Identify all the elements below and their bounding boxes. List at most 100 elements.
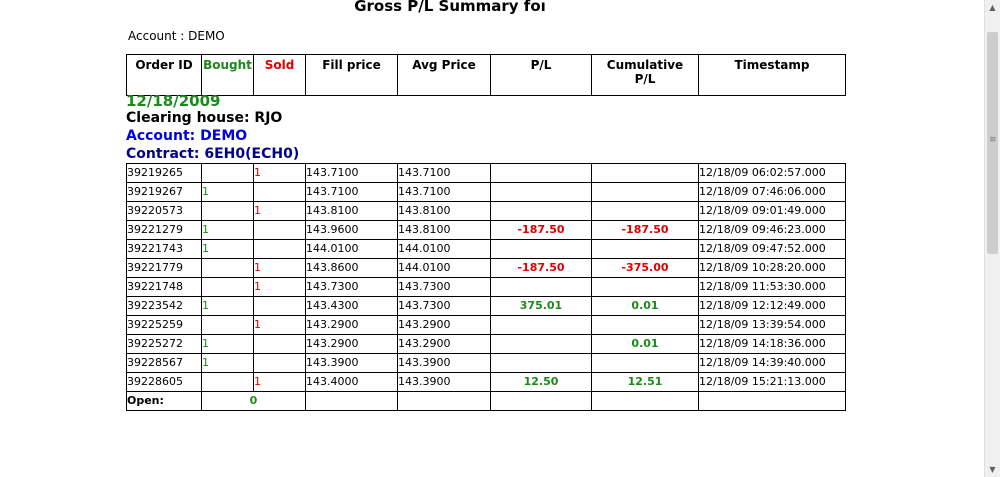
timestamp-cell: 12/18/09 15:21:13.000	[698, 372, 846, 392]
bought-cell: 1	[201, 353, 254, 373]
bought-cell	[201, 258, 254, 278]
pl-cell	[490, 353, 592, 373]
cumulative-pl-cell	[591, 239, 699, 259]
order-id-cell: 39225259	[126, 315, 202, 335]
sold-cell: 1	[253, 277, 306, 297]
timestamp-cell: 12/18/09 13:39:54.000	[698, 315, 846, 335]
scroll-down-icon[interactable]: ▼	[989, 465, 996, 474]
avg-price-cell: 143.7100	[397, 182, 491, 202]
avg-price-cell: 144.0100	[397, 239, 491, 259]
fill-price-cell: 143.7100	[305, 182, 398, 202]
pl-cell	[490, 201, 592, 221]
pl-cell	[490, 163, 592, 183]
fill-price-cell: 143.7100	[305, 163, 398, 183]
avg-price-cell: 143.7300	[397, 296, 491, 316]
bought-cell	[201, 201, 254, 221]
timestamp-cell: 12/18/09 09:01:49.000	[698, 201, 846, 221]
bought-cell: 1	[201, 334, 254, 354]
avg-price-cell: 143.8100	[397, 220, 491, 240]
cumulative-pl-cell	[591, 353, 699, 373]
avg-price-cell: 143.3900	[397, 353, 491, 373]
pl-cell	[490, 182, 592, 202]
table-row: 39223542 1 143.4300 143.7300 375.01 0.01 12/18…	[126, 296, 846, 316]
order-id-cell: 39219267	[126, 182, 202, 202]
header-pl: P/L	[490, 54, 592, 96]
avg-price-cell: 143.2900	[397, 315, 491, 335]
bought-cell	[201, 277, 254, 297]
sold-cell	[253, 353, 306, 373]
avg-price-cell: 143.7300	[397, 277, 491, 297]
cumulative-pl-cell: -187.50	[591, 220, 699, 240]
account-label: Account	[128, 29, 188, 43]
timestamp-cell: 12/18/09 12:12:49.000	[698, 296, 846, 316]
page-title: Gross P/L Summary foı	[354, 0, 546, 15]
sold-cell	[253, 334, 306, 354]
open-value: 0	[201, 391, 306, 411]
header-order-id: Order ID	[126, 54, 202, 96]
header-cum-line1: Cumulative	[606, 58, 684, 72]
timestamp-cell: 12/18/09 07:46:06.000	[698, 182, 846, 202]
table-row: 39219267 1 143.7100 143.7100 12/18/09 07:46:…	[126, 182, 846, 202]
header-bought: Bought	[201, 54, 254, 96]
order-id-cell: 39220573	[126, 201, 202, 221]
sold-cell: 1	[253, 258, 306, 278]
order-id-cell: 39221743	[126, 239, 202, 259]
sold-cell	[253, 220, 306, 240]
sold-cell: 1	[253, 201, 306, 221]
order-id-cell: 39225272	[126, 334, 202, 354]
fill-price-cell: 143.8100	[305, 201, 398, 221]
cumulative-pl-cell	[591, 201, 699, 221]
header-timestamp: Timestamp	[698, 54, 846, 96]
avg-price-cell: 144.0100	[397, 258, 491, 278]
header-table: Order ID Bought Sold Fill price Avg Pric…	[126, 54, 846, 96]
fill-price-cell: 143.9600	[305, 220, 398, 240]
avg-price-cell: 143.8100	[397, 201, 491, 221]
bought-cell: 1	[201, 296, 254, 316]
header-fill-price: Fill price	[305, 54, 398, 96]
sold-cell: 1	[253, 372, 306, 392]
order-id-cell: 39221779	[126, 258, 202, 278]
avg-price-cell: 143.3900	[397, 372, 491, 392]
scrollbar-thumb[interactable]	[987, 32, 998, 254]
cumulative-pl-cell	[591, 277, 699, 297]
timestamp-cell: 12/18/09 14:39:40.000	[698, 353, 846, 373]
fill-price-cell: 143.8600	[305, 258, 398, 278]
cumulative-pl-cell: 0.01	[591, 334, 699, 354]
pl-cell: -187.50	[490, 258, 592, 278]
fill-price-cell: 143.3900	[305, 353, 398, 373]
cumulative-pl-cell: 0.01	[591, 296, 699, 316]
open-row: Open: 0	[126, 391, 846, 411]
sold-cell	[253, 182, 306, 202]
open-empty-cell	[490, 391, 592, 411]
scroll-up-icon[interactable]: ▲	[989, 3, 996, 12]
table-row: 39225259 1 143.2900 143.2900 12/18/09 13:39:…	[126, 315, 846, 335]
table-row: 39221279 1 143.9600 143.8100 -187.50 -187.50 1…	[126, 220, 846, 240]
scroll-grip-icon: ≡	[989, 135, 997, 145]
cumulative-pl-cell	[591, 315, 699, 335]
bought-cell	[201, 163, 254, 183]
fill-price-cell: 143.2900	[305, 334, 398, 354]
order-id-cell: 39219265	[126, 163, 202, 183]
header-avg-price: Avg Price	[397, 54, 491, 96]
open-empty-cell	[305, 391, 398, 411]
cumulative-pl-cell: 12.51	[591, 372, 699, 392]
open-empty-cell	[397, 391, 491, 411]
pl-cell	[490, 315, 592, 335]
avg-price-cell: 143.2900	[397, 334, 491, 354]
table-row: 39221779 1 143.8600 144.0100 -187.50 -375.00 1…	[126, 258, 846, 278]
vertical-scrollbar[interactable]: ▲ ≡ ▼	[984, 0, 1000, 477]
section-date: 12/18/2009	[126, 92, 221, 110]
pl-cell: -187.50	[490, 220, 592, 240]
order-id-cell: 39223542	[126, 296, 202, 316]
table-row: 39225272 1 143.2900 143.2900 0.01 12/18/09 14…	[126, 334, 846, 354]
table-row: 39228605 1 143.4000 143.3900 12.50 12.51 12/18…	[126, 372, 846, 392]
pl-cell: 12.50	[490, 372, 592, 392]
fill-price-cell: 143.4300	[305, 296, 398, 316]
order-id-cell: 39221748	[126, 277, 202, 297]
pl-cell	[490, 277, 592, 297]
order-id-cell: 39221279	[126, 220, 202, 240]
orders-table: 39219265 1 143.7100 143.7100 12/18/09 06:02:…	[126, 163, 846, 411]
open-empty-cell	[591, 391, 699, 411]
table-row: 39228567 1 143.3900 143.3900 12/18/09 14:39:…	[126, 353, 846, 373]
